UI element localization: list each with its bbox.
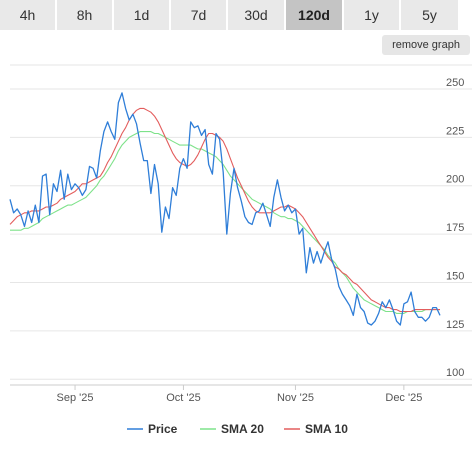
y-tick-label: 100 <box>446 367 464 379</box>
series-line-price <box>9 92 441 326</box>
series-line-sma-20 <box>10 131 440 314</box>
remove-graph-button[interactable]: remove graph <box>382 35 470 55</box>
y-tick-label: 225 <box>446 125 464 137</box>
y-tick-label: 150 <box>446 270 464 282</box>
tab-1d[interactable]: 1d <box>114 0 171 30</box>
y-tick-label: 175 <box>446 222 464 234</box>
y-tick-label: 250 <box>446 77 464 89</box>
tab-120d[interactable]: 120d <box>286 0 344 30</box>
tab-30d[interactable]: 30d <box>228 0 286 30</box>
x-tick-label: Dec '25 <box>385 392 422 404</box>
x-tick-label: Nov '25 <box>277 392 314 404</box>
x-tick-label: Oct '25 <box>166 392 201 404</box>
time-range-tabs: 4h 8h 1d 7d 30d 120d 1y 5y <box>0 0 474 30</box>
legend-label-price: Price <box>148 422 178 436</box>
series-line-sma-10 <box>9 107 440 313</box>
tab-1y[interactable]: 1y <box>344 0 401 30</box>
legend-label-sma-10: SMA 10 <box>305 422 348 436</box>
x-tick-label: Sep '25 <box>57 392 94 404</box>
y-tick-label: 125 <box>446 319 464 331</box>
tab-4h[interactable]: 4h <box>0 0 57 30</box>
legend-label-sma-20: SMA 20 <box>221 422 264 436</box>
tab-5y[interactable]: 5y <box>401 0 458 30</box>
tab-8h[interactable]: 8h <box>57 0 114 30</box>
y-tick-label: 200 <box>446 174 464 186</box>
tab-7d[interactable]: 7d <box>171 0 228 30</box>
